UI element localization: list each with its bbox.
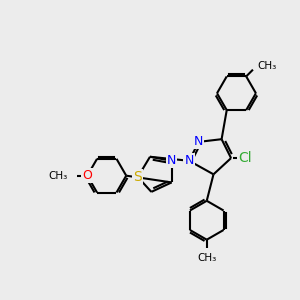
Text: N: N (184, 154, 194, 167)
Text: O: O (82, 169, 92, 182)
Text: Cl: Cl (238, 151, 252, 165)
Text: S: S (134, 170, 142, 184)
Text: CH₃: CH₃ (48, 171, 68, 181)
Text: CH₃: CH₃ (257, 61, 277, 71)
Text: CH₃: CH₃ (197, 253, 216, 263)
Text: N: N (194, 135, 203, 148)
Text: N: N (167, 154, 176, 167)
